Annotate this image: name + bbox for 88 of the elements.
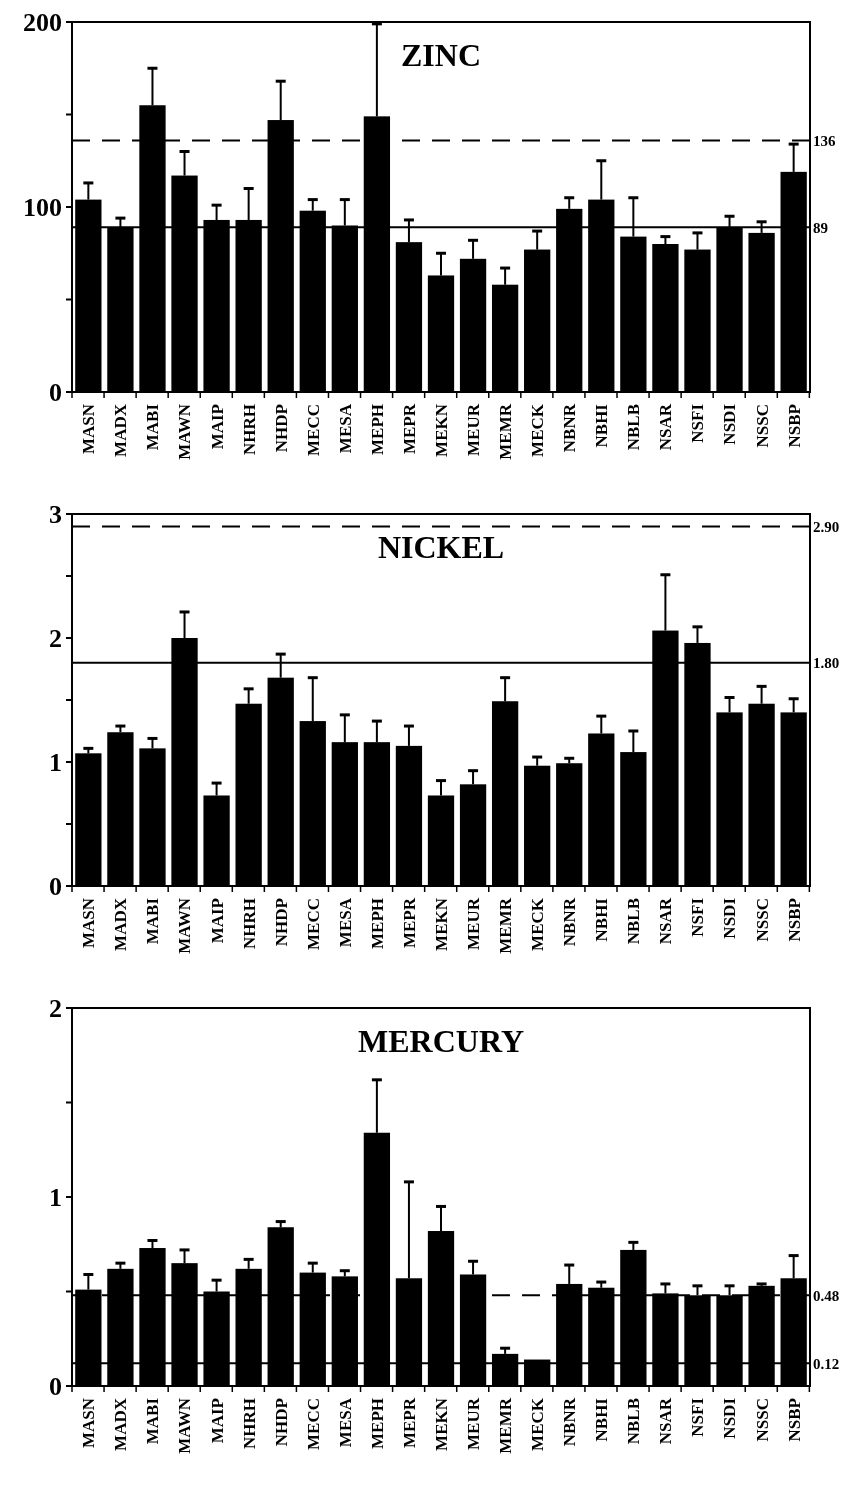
x-tick-label: MEPH: [367, 1398, 387, 1449]
x-tick-label: MECC: [303, 1398, 323, 1450]
x-tick-label: MEPH: [367, 898, 387, 949]
x-tick-label: NHRH: [239, 404, 259, 455]
x-tick-label: MEMR: [496, 403, 516, 460]
x-tick-label: MECK: [528, 1397, 548, 1451]
x-tick-label: NSAR: [656, 403, 676, 451]
text: NICKEL: [377, 529, 505, 565]
x-tick-label: MEPR: [399, 403, 419, 455]
x-tick-label: MESA: [335, 1397, 355, 1448]
x-tick-label: NSSC: [752, 404, 772, 448]
x-tick-label: NBNR: [560, 897, 580, 947]
x-tick-label: MEKN: [431, 1397, 451, 1451]
x-tick-label: NBLB: [624, 898, 644, 945]
y-tick-label: 2: [49, 624, 62, 654]
x-tick-label: MEPH: [367, 404, 387, 455]
x-tick-label: NBHI: [592, 1397, 612, 1442]
x-tick-label: MEMR: [496, 897, 516, 954]
x-tick-label: MASN: [79, 403, 99, 455]
x-tick-label: MABI: [143, 897, 163, 945]
y-tick-label: 3: [49, 500, 62, 530]
x-tick-label: NHDP: [271, 404, 291, 453]
x-tick-label: MEMR: [496, 1397, 516, 1454]
x-tick-label: MEPR: [399, 897, 419, 949]
x-tick-label: MASN: [79, 897, 99, 949]
y-tick-label: 0: [49, 378, 62, 408]
x-tick-label: NSFI: [688, 403, 708, 443]
x-tick-label: NBNR: [560, 1397, 580, 1447]
x-tick-label: MAIP: [207, 404, 227, 450]
x-tick-label: MABI: [143, 403, 163, 451]
x-tick-label: NBNR: [560, 403, 580, 453]
x-tick-label: NSFI: [688, 1397, 708, 1437]
x-tick-label: MEUR: [464, 403, 484, 456]
x-tick-label: MEUR: [464, 897, 484, 950]
x-tick-label: NHRH: [239, 898, 259, 949]
x-tick-label: NBHI: [592, 897, 612, 942]
x-tick-label: MEUR: [464, 1397, 484, 1450]
x-tick-label: MAWN: [175, 1397, 195, 1454]
x-tick-label: MADX: [111, 1397, 131, 1451]
x-tick-label: NBLB: [624, 1398, 644, 1445]
ref-line-label: 89: [813, 219, 828, 236]
x-tick-label: NBLB: [624, 404, 644, 451]
ref-line-label: 2.90: [813, 518, 840, 535]
y-tick-label: 1: [49, 1183, 62, 1213]
ref-line-label: 1.80: [813, 655, 840, 672]
ref-line-label: 136: [813, 132, 836, 149]
x-tick-label: MECC: [303, 898, 323, 950]
x-tick-label: NSAR: [656, 1397, 676, 1445]
x-tick-label: NHDP: [271, 898, 291, 947]
x-tick-label: MABI: [143, 1397, 163, 1445]
ref-line-label: 0.12: [813, 1355, 840, 1372]
x-tick-label: MAIP: [207, 1398, 227, 1444]
text: ZINC: [400, 37, 482, 73]
x-tick-label: NSBP: [784, 1398, 804, 1442]
x-tick-label: NSDI: [720, 897, 740, 939]
x-tick-label: NHDP: [271, 1398, 291, 1447]
x-tick-label: MESA: [335, 403, 355, 454]
x-tick-label: NSAR: [656, 897, 676, 945]
x-tick-label: NSBP: [784, 404, 804, 448]
x-tick-label: NSFI: [688, 897, 708, 937]
x-tick-label: NSDI: [720, 403, 740, 445]
x-tick-label: MEPR: [399, 1397, 419, 1449]
y-tick-label: 200: [23, 8, 62, 38]
x-tick-label: MECK: [528, 403, 548, 457]
x-tick-label: NSDI: [720, 1397, 740, 1439]
x-tick-label: MAIP: [207, 898, 227, 944]
y-tick-label: 0: [49, 1372, 62, 1402]
x-tick-label: MECK: [528, 897, 548, 951]
y-tick-label: 2: [49, 994, 62, 1024]
x-tick-label: MAWN: [175, 897, 195, 954]
x-tick-label: MASN: [79, 1397, 99, 1449]
x-tick-label: MEKN: [431, 897, 451, 951]
ref-line-label: 0.48: [813, 1287, 840, 1304]
x-tick-label: MEKN: [431, 403, 451, 457]
x-tick-label: NHRH: [239, 1398, 259, 1449]
y-tick-label: 0: [49, 872, 62, 902]
x-tick-label: NBHI: [592, 403, 612, 448]
x-tick-label: MECC: [303, 404, 323, 456]
x-tick-label: MAWN: [175, 403, 195, 460]
x-tick-label: NSBP: [784, 898, 804, 942]
y-tick-label: 1: [49, 748, 62, 778]
y-tick-label: 100: [23, 193, 62, 223]
x-tick-label: NSSC: [752, 1398, 772, 1442]
text: MERCURY: [358, 1023, 524, 1059]
x-tick-label: NSSC: [752, 898, 772, 942]
x-tick-label: MADX: [111, 897, 131, 951]
x-tick-label: MESA: [335, 897, 355, 948]
x-tick-label: MADX: [111, 403, 131, 457]
